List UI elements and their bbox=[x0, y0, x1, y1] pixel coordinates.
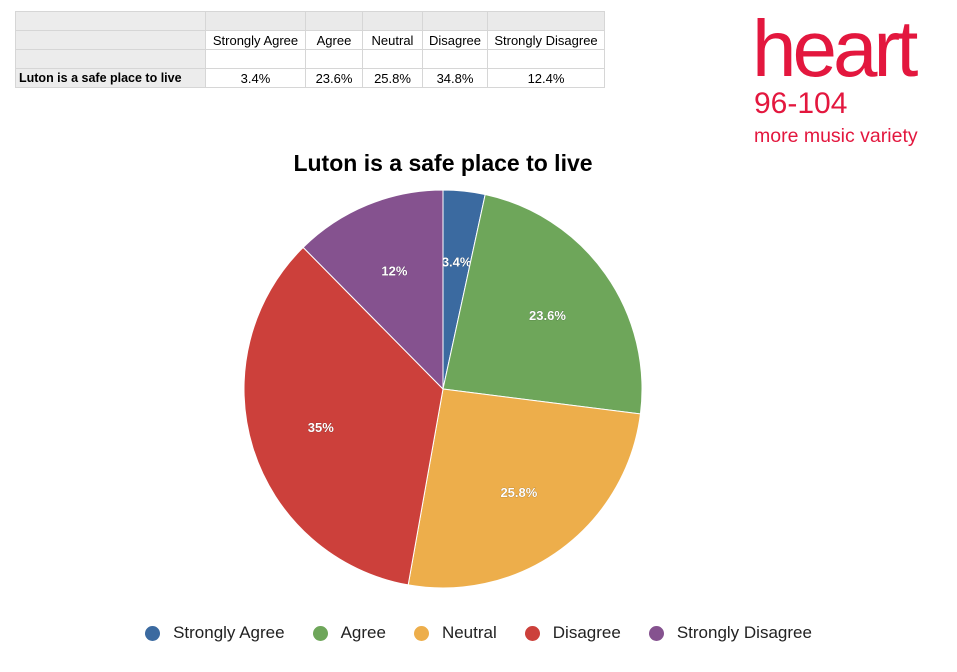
legend-item[interactable]: Disagree bbox=[524, 623, 621, 643]
header-cell: Neutral bbox=[362, 30, 423, 50]
legend-item[interactable]: Neutral bbox=[413, 623, 497, 643]
pie-data-label: 23.6% bbox=[529, 308, 566, 323]
pie-data-label: 35% bbox=[308, 420, 334, 435]
data-table: Strongly Agree Agree Neutral Disagree St… bbox=[15, 11, 605, 88]
value-cell: 25.8% bbox=[362, 68, 423, 88]
legend-swatch bbox=[312, 625, 328, 641]
pie-data-label: 12% bbox=[381, 264, 407, 279]
chart-legend: Strongly Agree Agree Neutral Disagree Strong… bbox=[0, 621, 957, 645]
legend-swatch bbox=[145, 625, 161, 641]
pie-slice-neutral bbox=[407, 388, 641, 589]
row-label-cell: Luton is a safe place to live bbox=[15, 68, 206, 88]
pie-slice-strongly-disagree bbox=[302, 189, 444, 391]
legend-label: Strongly Disagree bbox=[676, 623, 812, 642]
chart-title: Luton is a safe place to live bbox=[293, 150, 593, 176]
legend-item[interactable]: Strongly Disagree bbox=[648, 623, 812, 643]
logo-word: heart bbox=[752, 4, 918, 93]
pie-data-label: 3.4% bbox=[442, 255, 472, 270]
legend-label: Disagree bbox=[552, 623, 621, 642]
pie-slice-agree bbox=[442, 193, 643, 415]
table-row-empty-top bbox=[15, 11, 605, 31]
logo-frequency: 96-104 bbox=[754, 87, 847, 120]
value-cell: 12.4% bbox=[487, 68, 605, 88]
table-row: Luton is a safe place to live 3.4% 23.6%… bbox=[15, 68, 605, 88]
legend-label: Agree bbox=[340, 623, 386, 642]
legend-swatch bbox=[648, 625, 664, 641]
value-cell: 23.6% bbox=[305, 68, 363, 88]
pie-data-label: 25.8% bbox=[500, 485, 537, 500]
legend-item[interactable]: Strongly Agree bbox=[145, 623, 285, 643]
legend-swatch bbox=[524, 625, 540, 641]
value-cell: 34.8% bbox=[422, 68, 488, 88]
legend-label: Strongly Agree bbox=[173, 623, 285, 642]
logo-tagline: more music variety bbox=[754, 125, 918, 147]
value-cell: 3.4% bbox=[205, 68, 306, 88]
legend-swatch bbox=[413, 625, 429, 641]
heart-logo: heart 96-104 more music variety bbox=[752, 4, 922, 147]
table-row-empty bbox=[15, 49, 605, 69]
pie-slice-disagree bbox=[243, 246, 444, 586]
legend-label: Neutral bbox=[441, 623, 497, 642]
legend-item[interactable]: Agree bbox=[312, 623, 386, 643]
